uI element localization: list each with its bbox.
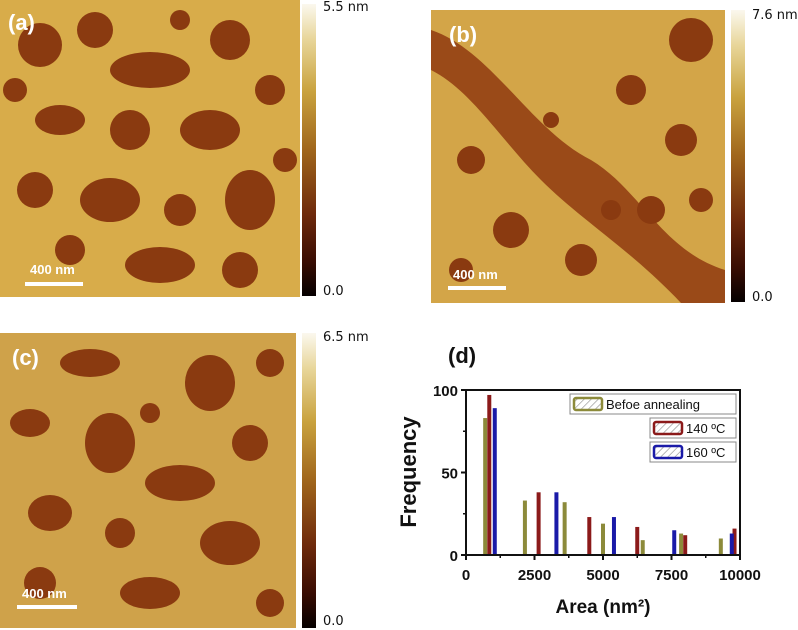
bar-chart: 0 50 100 0 2500 5000 7500 10000 Befoe annealin… bbox=[396, 383, 761, 618]
afm-texture bbox=[431, 10, 725, 303]
x-tick-label: 7500 bbox=[655, 567, 688, 584]
bar bbox=[611, 517, 616, 555]
bar bbox=[683, 535, 688, 555]
chart-bars bbox=[483, 394, 737, 555]
colorbar-min-a: 0.0 bbox=[323, 284, 344, 299]
bar bbox=[672, 530, 677, 555]
x-tick-label: 2500 bbox=[518, 567, 551, 584]
colorbar-a bbox=[302, 4, 316, 296]
colorbar-c bbox=[302, 333, 316, 628]
scale-bar-label-b: 400 nm bbox=[453, 267, 498, 282]
colorbar-max-a: 5.5 nm bbox=[323, 0, 369, 15]
y-tick-label: 100 bbox=[433, 383, 458, 400]
x-tick-label: 10000 bbox=[719, 567, 761, 584]
panel-label-a: (a) bbox=[8, 10, 35, 35]
bar bbox=[640, 540, 645, 555]
panel-label-d: (d) bbox=[448, 343, 477, 368]
colorbar-max-c: 6.5 nm bbox=[323, 330, 369, 345]
bar bbox=[492, 408, 497, 555]
bar bbox=[729, 533, 734, 555]
legend-label: 140 ºC bbox=[686, 421, 725, 436]
bar bbox=[732, 528, 737, 555]
bar bbox=[718, 538, 723, 555]
y-tick-label: 0 bbox=[450, 548, 458, 565]
x-tick-label: 5000 bbox=[586, 567, 619, 584]
chart-legend: Befoe annealing 140 ºC 160 ºC bbox=[569, 393, 737, 463]
afm-texture bbox=[0, 0, 300, 297]
bar bbox=[587, 517, 592, 555]
afm-image-c: (c) 400 nm bbox=[0, 333, 296, 628]
bar bbox=[522, 500, 527, 555]
scale-bar-label-c: 400 nm bbox=[22, 586, 67, 601]
afm-image-b: (b) 400 nm bbox=[431, 10, 725, 303]
x-tick-label: 0 bbox=[462, 567, 470, 584]
bar bbox=[562, 502, 567, 555]
scale-bar-label-a: 400 nm bbox=[30, 262, 75, 277]
y-axis-label: Frequency bbox=[396, 416, 421, 528]
bar bbox=[536, 492, 541, 555]
afm-texture bbox=[0, 333, 296, 628]
colorbar-max-b: 7.6 nm bbox=[752, 8, 798, 23]
colorbar-min-c: 0.0 bbox=[323, 614, 344, 629]
legend-swatch bbox=[652, 420, 684, 436]
scale-bar-c bbox=[17, 605, 77, 609]
legend-label: Befoe annealing bbox=[606, 397, 700, 412]
y-axis-ticks: 0 50 100 bbox=[433, 383, 466, 565]
scale-bar-a bbox=[25, 282, 83, 286]
x-axis-ticks: 0 2500 5000 7500 10000 bbox=[462, 555, 761, 584]
legend-label: 160 ºC bbox=[686, 445, 725, 460]
x-axis-label: Area (nm²) bbox=[555, 597, 650, 618]
panel-label-b: (b) bbox=[449, 22, 478, 47]
colorbar-b bbox=[731, 10, 745, 302]
legend-item bbox=[569, 393, 737, 415]
bar bbox=[483, 418, 488, 555]
bar bbox=[487, 394, 492, 555]
bar bbox=[679, 533, 684, 555]
legend-swatch bbox=[652, 444, 684, 460]
bar bbox=[635, 526, 640, 555]
afm-image-a: (a) 400 nm bbox=[0, 0, 300, 297]
legend-swatch bbox=[572, 396, 604, 412]
bar bbox=[601, 523, 605, 555]
panel-label-c: (c) bbox=[12, 345, 39, 370]
bar bbox=[554, 492, 559, 555]
y-tick-label: 50 bbox=[441, 466, 458, 483]
scale-bar-b bbox=[448, 286, 506, 290]
colorbar-min-b: 0.0 bbox=[752, 290, 773, 305]
